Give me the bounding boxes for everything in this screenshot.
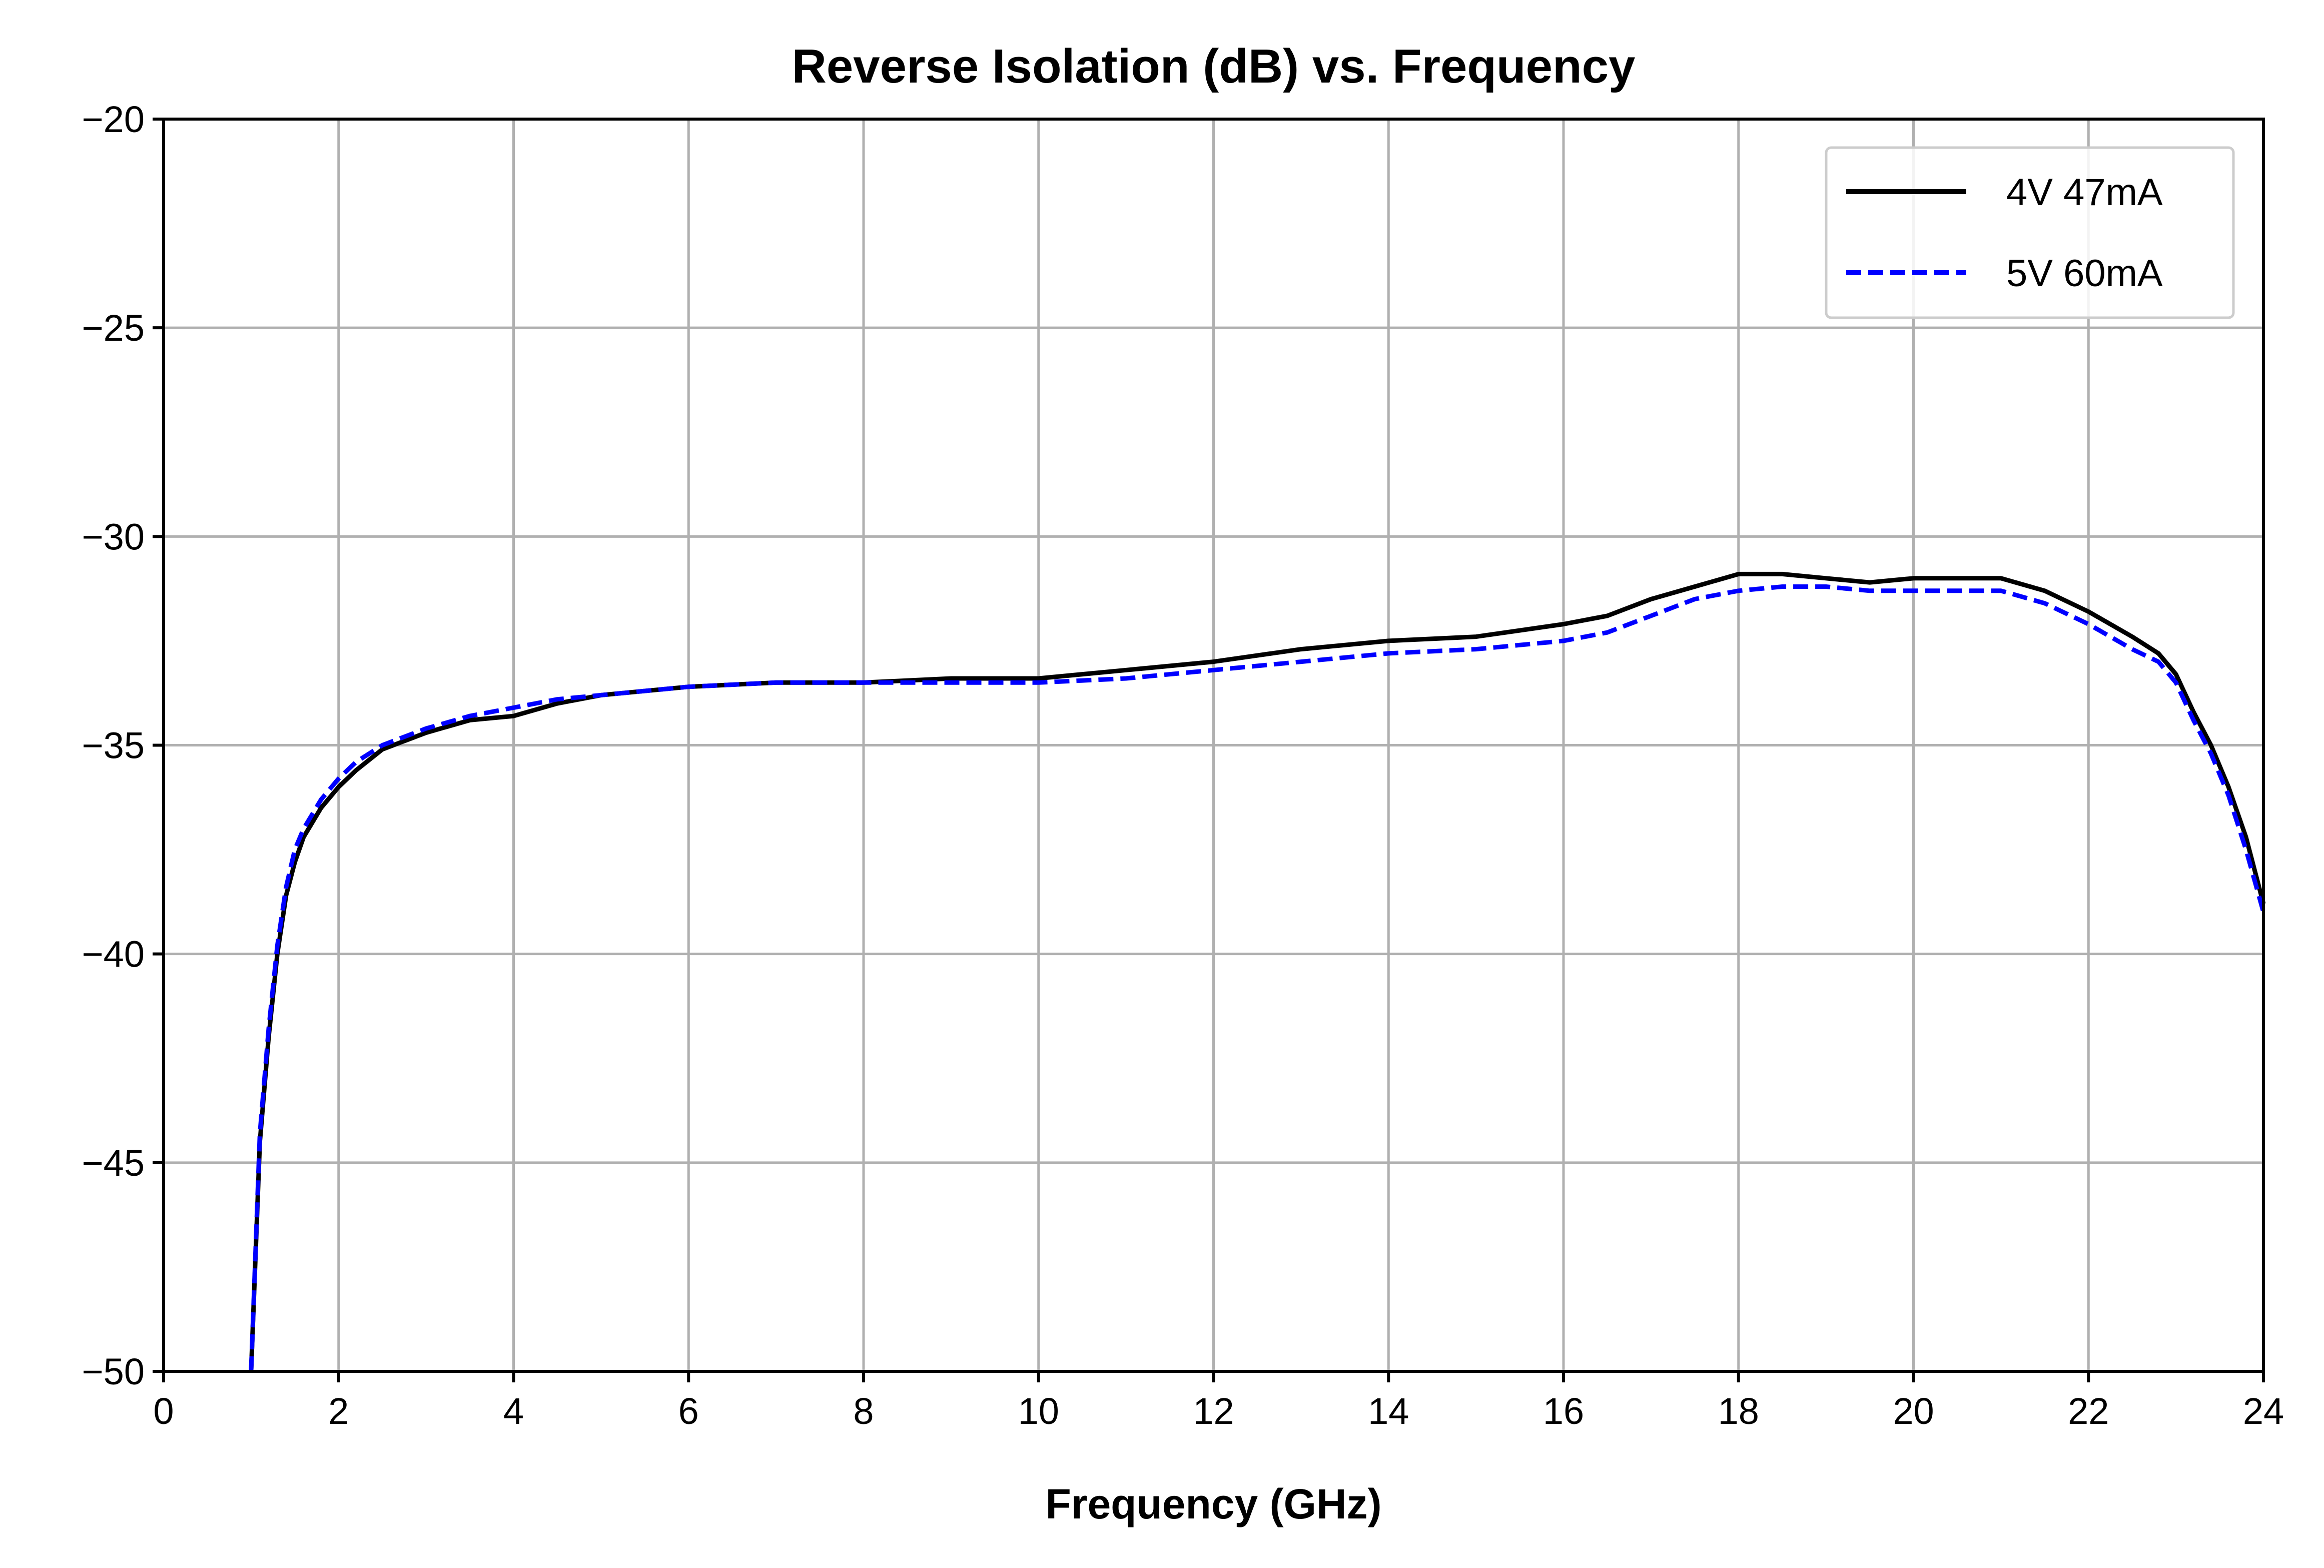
x-tick-label: 16 <box>1543 1390 1584 1432</box>
x-tick-label: 8 <box>853 1390 874 1432</box>
y-tick-label: −20 <box>82 99 145 140</box>
x-tick-label: 0 <box>153 1390 174 1432</box>
chart-title: Reverse Isolation (dB) vs. Frequency <box>792 40 1636 93</box>
y-tick-label: −50 <box>82 1351 145 1392</box>
x-tick-label: 24 <box>2243 1390 2284 1432</box>
legend: 4V 47mA 5V 60mA <box>1825 146 2235 319</box>
x-tick-label: 14 <box>1368 1390 1409 1432</box>
x-tick-label: 18 <box>1718 1390 1759 1432</box>
y-tick-label: −35 <box>82 725 145 766</box>
x-axis-label: Frequency (GHz) <box>1045 1480 1381 1527</box>
y-tick-label: −30 <box>82 516 145 557</box>
series-lines <box>249 571 2266 1372</box>
y-tick-label: −25 <box>82 307 145 349</box>
x-tick-label: 20 <box>1893 1390 1934 1432</box>
legend-label-4v-47ma: 4V 47mA <box>2006 171 2163 214</box>
x-tick-label: 22 <box>2068 1390 2109 1432</box>
x-tick-label: 10 <box>1018 1390 1059 1432</box>
x-tick-label: 6 <box>678 1390 699 1432</box>
y-axis-ticks: −50 −45 −40 −35 −30 −25 −20 <box>82 99 164 1392</box>
legend-label-5v-60ma: 5V 60mA <box>2006 252 2163 295</box>
y-tick-label: −40 <box>82 934 145 975</box>
series-line-4v-47ma <box>249 571 2266 1372</box>
x-tick-label: 12 <box>1193 1390 1234 1432</box>
x-tick-label: 4 <box>503 1390 524 1432</box>
x-tick-label: 2 <box>328 1390 349 1432</box>
y-tick-label: −45 <box>82 1142 145 1184</box>
series-line-5v-60ma <box>249 584 2266 1372</box>
x-axis-ticks: 0 2 4 6 8 10 12 14 16 18 20 22 24 <box>153 1371 2284 1432</box>
